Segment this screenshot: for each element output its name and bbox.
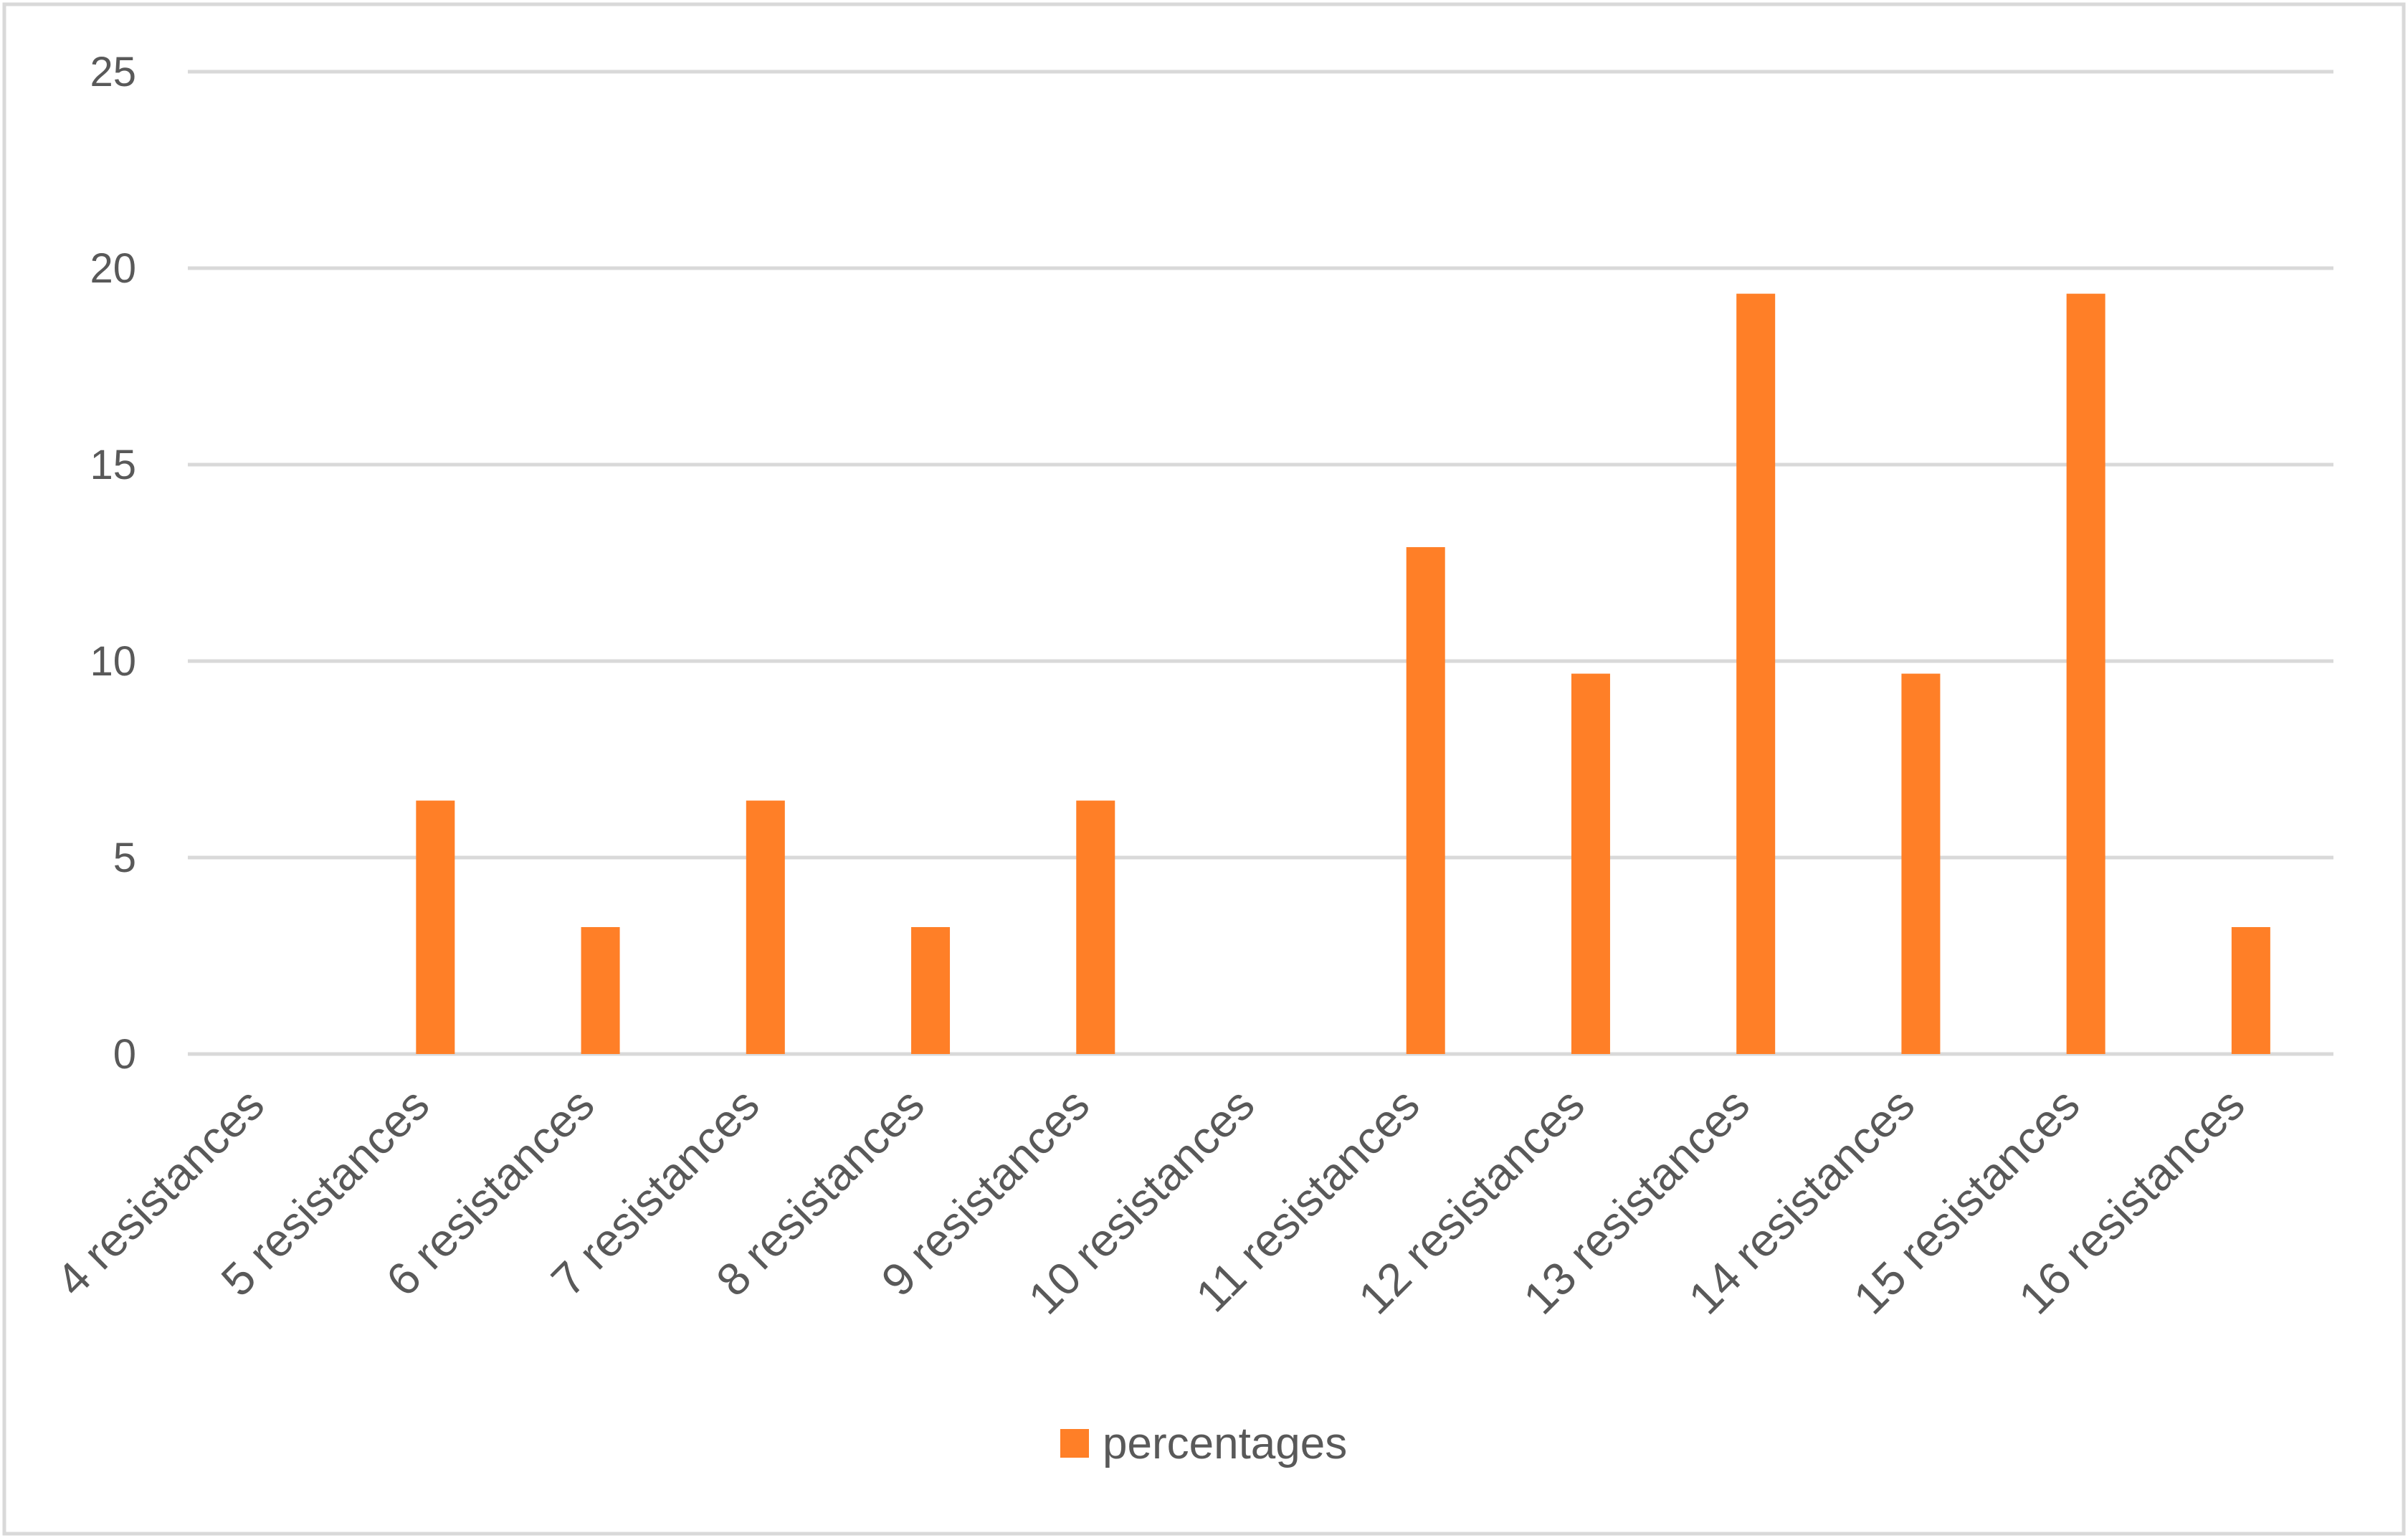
legend-swatch bbox=[1060, 1429, 1089, 1458]
y-tick-label: 5 bbox=[113, 835, 136, 881]
bar-6 bbox=[581, 926, 620, 1054]
bar-7 bbox=[746, 800, 785, 1054]
bar-9 bbox=[1076, 800, 1115, 1054]
bar-12 bbox=[1571, 673, 1610, 1054]
bar-13 bbox=[1736, 293, 1776, 1054]
y-tick-label: 20 bbox=[90, 245, 136, 292]
gridlines bbox=[188, 70, 2333, 1056]
y-tick-label: 25 bbox=[90, 49, 136, 95]
bar-5 bbox=[416, 800, 455, 1054]
bar-15 bbox=[2066, 293, 2105, 1054]
y-axis-ticks: 0 5 10 15 20 25 bbox=[90, 49, 136, 1078]
y-tick-label: 15 bbox=[90, 442, 136, 488]
legend: percentages bbox=[1060, 1419, 1347, 1468]
legend-label: percentages bbox=[1103, 1419, 1347, 1468]
bar-16 bbox=[2231, 926, 2270, 1054]
bar-11 bbox=[1406, 547, 1445, 1054]
y-tick-label: 0 bbox=[113, 1031, 136, 1078]
bar-14 bbox=[1901, 673, 1941, 1054]
bar-8 bbox=[911, 926, 951, 1054]
y-tick-label: 10 bbox=[90, 638, 136, 685]
bars bbox=[416, 293, 2270, 1054]
